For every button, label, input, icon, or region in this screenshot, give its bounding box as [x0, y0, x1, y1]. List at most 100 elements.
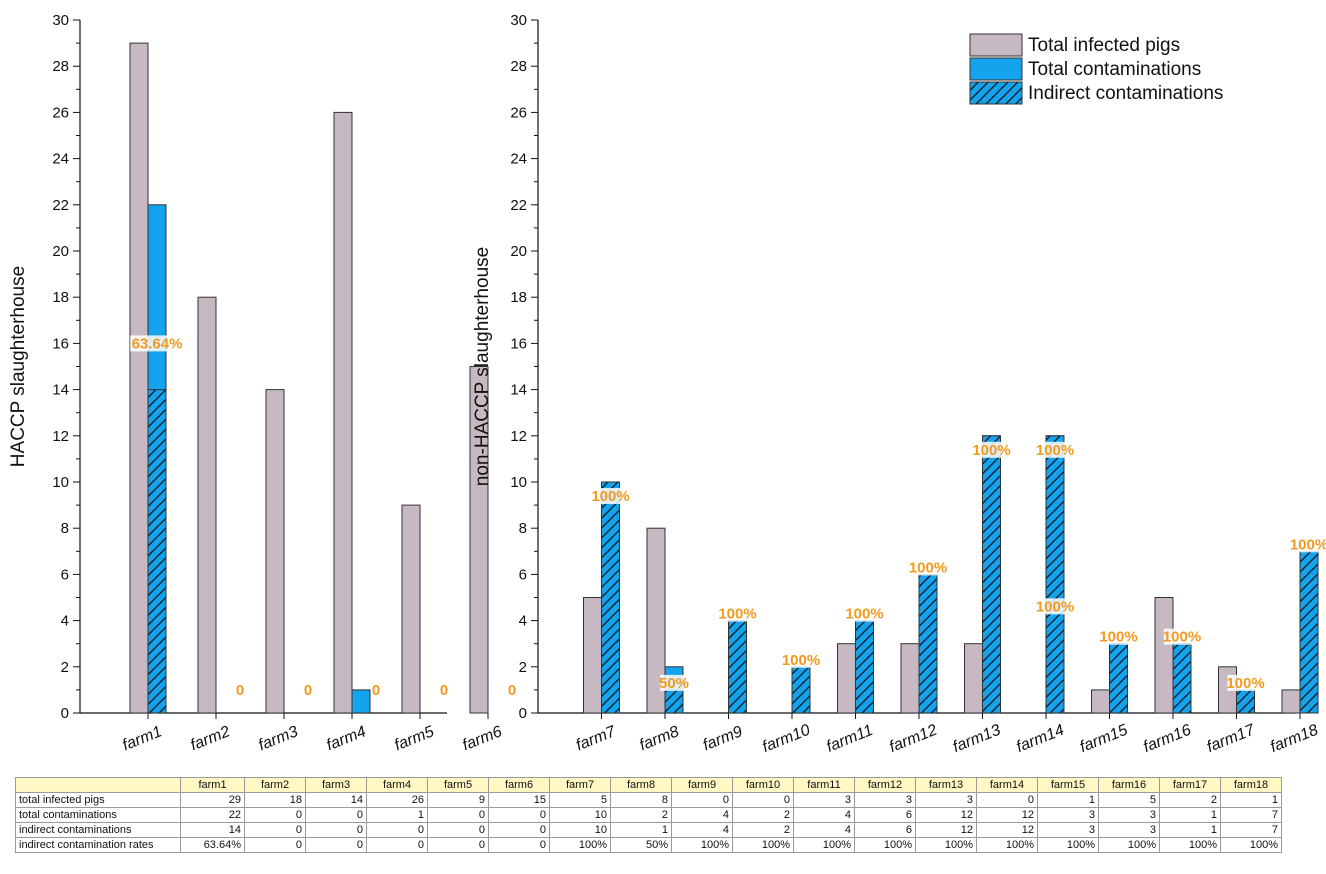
y-tick-label: 4	[519, 613, 527, 630]
legend-label: Indirect contaminations	[1028, 83, 1223, 104]
y-tick-label: 24	[52, 151, 69, 168]
rate-label: 100%	[909, 559, 947, 576]
table-cell: 4	[793, 822, 855, 838]
rate-label-bg	[909, 559, 947, 576]
rate-label: 0	[304, 682, 312, 699]
table-row-label: indirect contaminations	[15, 822, 181, 838]
y-tick-label: 2	[61, 659, 69, 676]
table-header-cell: farm1	[180, 777, 245, 793]
table-header-cell: farm7	[549, 777, 611, 793]
x-tick-label: farm5	[392, 723, 436, 754]
y-axis-label: non-HACCP slaughterhouse	[472, 247, 493, 486]
table-row-label: indirect contamination rates	[15, 837, 181, 853]
table-cell: 100%	[915, 837, 977, 853]
table-cell: 12	[976, 822, 1038, 838]
rate-label-bg	[719, 605, 756, 622]
rate-label: 63.64%	[132, 335, 183, 352]
bar-indirect-contaminations	[982, 435, 1001, 714]
rate-label-bg	[660, 674, 688, 691]
y-tick-label: 26	[510, 104, 527, 121]
table-header-row: farm1 farm2 farm3 farm4 farm5 farm6 farm7 farm8…	[15, 777, 1282, 793]
bar-infected	[401, 504, 421, 714]
table-cell: 0	[488, 822, 550, 838]
table-cell: 0	[732, 792, 794, 808]
table-header-cell: farm14	[976, 777, 1038, 793]
table-header-cell: farm4	[366, 777, 428, 793]
table-cell: 0	[244, 837, 306, 853]
bar-indirect-contaminations	[728, 620, 747, 714]
table-cell: 50%	[610, 837, 672, 853]
bar-infected	[469, 366, 489, 714]
rate-label: 100%	[1099, 629, 1137, 646]
bar-indirect-contaminations	[664, 689, 684, 714]
table-header-cell: farm9	[671, 777, 733, 793]
table-header-cell: farm13	[915, 777, 977, 793]
table-cell: 0	[427, 807, 489, 823]
x-tick-label: farm2	[188, 723, 232, 754]
y-tick-label: 14	[52, 382, 69, 399]
y-tick-label: 28	[510, 58, 527, 75]
bar-infected	[333, 111, 353, 714]
legend-label: Total infected pigs	[1028, 35, 1180, 56]
table-cell: 100%	[976, 837, 1038, 853]
table-cell: 10	[549, 807, 611, 823]
x-tick-label: farm4	[324, 723, 368, 754]
y-tick-label: 16	[52, 335, 69, 352]
table-cell: 0	[305, 822, 367, 838]
table-corner-cell	[15, 777, 181, 793]
bar-infected	[964, 643, 983, 714]
bar-infected	[837, 643, 856, 714]
rate-label: 0	[372, 682, 380, 699]
x-tick-label: farm7	[574, 723, 619, 754]
y-tick-label: 20	[52, 243, 69, 260]
bar-infected	[1154, 597, 1174, 714]
table-cell: 3	[1037, 822, 1099, 838]
table-cell: 1	[1159, 807, 1221, 823]
rate-label-bg	[1036, 598, 1074, 615]
y-axis-label: HACCP slaughterhouse	[8, 266, 29, 467]
bar-indirect-contaminations	[918, 573, 938, 714]
table-cell: 1	[366, 807, 428, 823]
table-cell: 6	[854, 822, 916, 838]
table-cell: 100%	[854, 837, 916, 853]
y-tick-label: 12	[510, 428, 527, 445]
x-tick-label: farm16	[1141, 722, 1194, 756]
rate-label: 100%	[591, 488, 629, 505]
bar-indirect-contaminations	[601, 481, 620, 714]
table-cell: 4	[671, 822, 733, 838]
table-cell: 14	[180, 822, 245, 838]
table-cell: 5	[1098, 792, 1160, 808]
table-cell: 3	[915, 792, 977, 808]
rate-label: 100%	[845, 606, 883, 623]
table-cell: 100%	[1037, 837, 1099, 853]
table-cell: 22	[180, 807, 245, 823]
table-cell: 3	[793, 792, 855, 808]
y-tick-label: 22	[510, 197, 527, 214]
table-cell: 0	[488, 837, 550, 853]
table-header-cell: farm2	[244, 777, 306, 793]
table-cell: 0	[244, 807, 306, 823]
y-tick-label: 18	[52, 289, 69, 306]
table-cell: 5	[549, 792, 611, 808]
table-cell: 2	[610, 807, 672, 823]
table-row-label: total infected pigs	[15, 792, 181, 808]
table-cell: 0	[427, 822, 489, 838]
bar-infected	[1281, 689, 1301, 714]
bar-infected	[900, 643, 920, 714]
y-tick-label: 8	[61, 520, 69, 537]
y-tick-label: 8	[519, 520, 527, 537]
table-cell: 100%	[1220, 837, 1282, 853]
table-cell: 4	[671, 807, 733, 823]
table-row: indirect contamination rates 63.64% 0 0 0 0 0 1…	[15, 837, 1282, 853]
x-tick-label: farm8	[637, 723, 681, 754]
rate-label-bg	[846, 605, 883, 622]
table-cell: 0	[366, 822, 428, 838]
y-tick-label: 24	[510, 151, 527, 168]
table-header-cell: farm15	[1037, 777, 1099, 793]
table-cell: 100%	[732, 837, 794, 853]
table-header-cell: farm8	[610, 777, 672, 793]
table-cell: 0	[366, 837, 428, 853]
table-header-cell: farm11	[793, 777, 855, 793]
table-cell: 7	[1220, 822, 1282, 838]
table-cell: 100%	[1159, 837, 1221, 853]
